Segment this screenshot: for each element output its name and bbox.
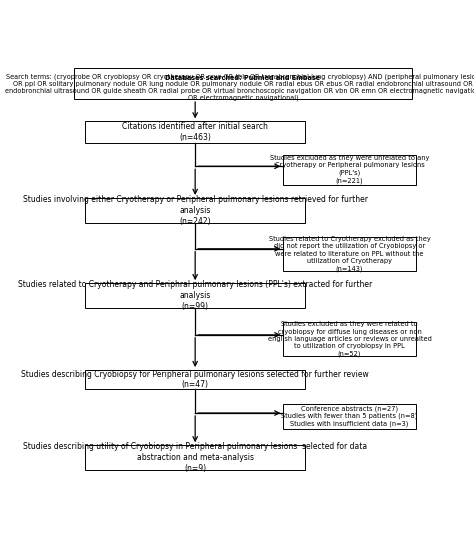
Text: Studies excluded as they were related to
cryobiopsy for diffuse lung diseases or: Studies excluded as they were related to… (267, 321, 431, 357)
Text: Studies describing utility of Cryobiopsy in Peripheral pulmonary lesions  select: Studies describing utility of Cryobiopsy… (23, 442, 367, 473)
Text: Studies describing Cryobiopsy for Peripheral pulmonary lesions selected for furt: Studies describing Cryobiopsy for Periph… (21, 370, 369, 389)
FancyBboxPatch shape (85, 446, 305, 470)
Text: Studies involving either Cryotherapy or Peripheral pulmonary lesions retrieved f: Studies involving either Cryotherapy or … (23, 195, 368, 226)
FancyBboxPatch shape (283, 154, 416, 185)
FancyBboxPatch shape (283, 237, 416, 271)
FancyBboxPatch shape (85, 370, 305, 389)
FancyBboxPatch shape (85, 122, 305, 143)
FancyBboxPatch shape (283, 404, 416, 429)
FancyBboxPatch shape (85, 198, 305, 223)
FancyBboxPatch shape (74, 68, 412, 99)
Text: Search terms: (cryoprobe OR cryobiopsy OR cryotherapy OR cryo OR tblc OR transbr: Search terms: (cryoprobe OR cryobiopsy O… (5, 73, 474, 102)
Text: Citations identified after initial search
(n=463): Citations identified after initial searc… (122, 122, 268, 142)
FancyBboxPatch shape (85, 283, 305, 308)
Text: Databases searched: Pubmed and Embase: Databases searched: Pubmed and Embase (165, 75, 320, 81)
Text: Studies related to Cryotherapy and Periphral pulmonary lesions (PPL's) extracted: Studies related to Cryotherapy and Perip… (18, 280, 372, 311)
Text: Studies excluded as they were unrelated to any
Cryotherapy or Peripheral pulmona: Studies excluded as they were unrelated … (270, 155, 429, 184)
FancyBboxPatch shape (283, 322, 416, 356)
Text: Conference abstracts (n=27)
Studies with fewer than 5 patients (n=8)
Studies wit: Conference abstracts (n=27) Studies with… (281, 405, 418, 427)
Text: Studies related to Cryotherapy excluded as they
did not report the utilization o: Studies related to Cryotherapy excluded … (269, 236, 430, 272)
